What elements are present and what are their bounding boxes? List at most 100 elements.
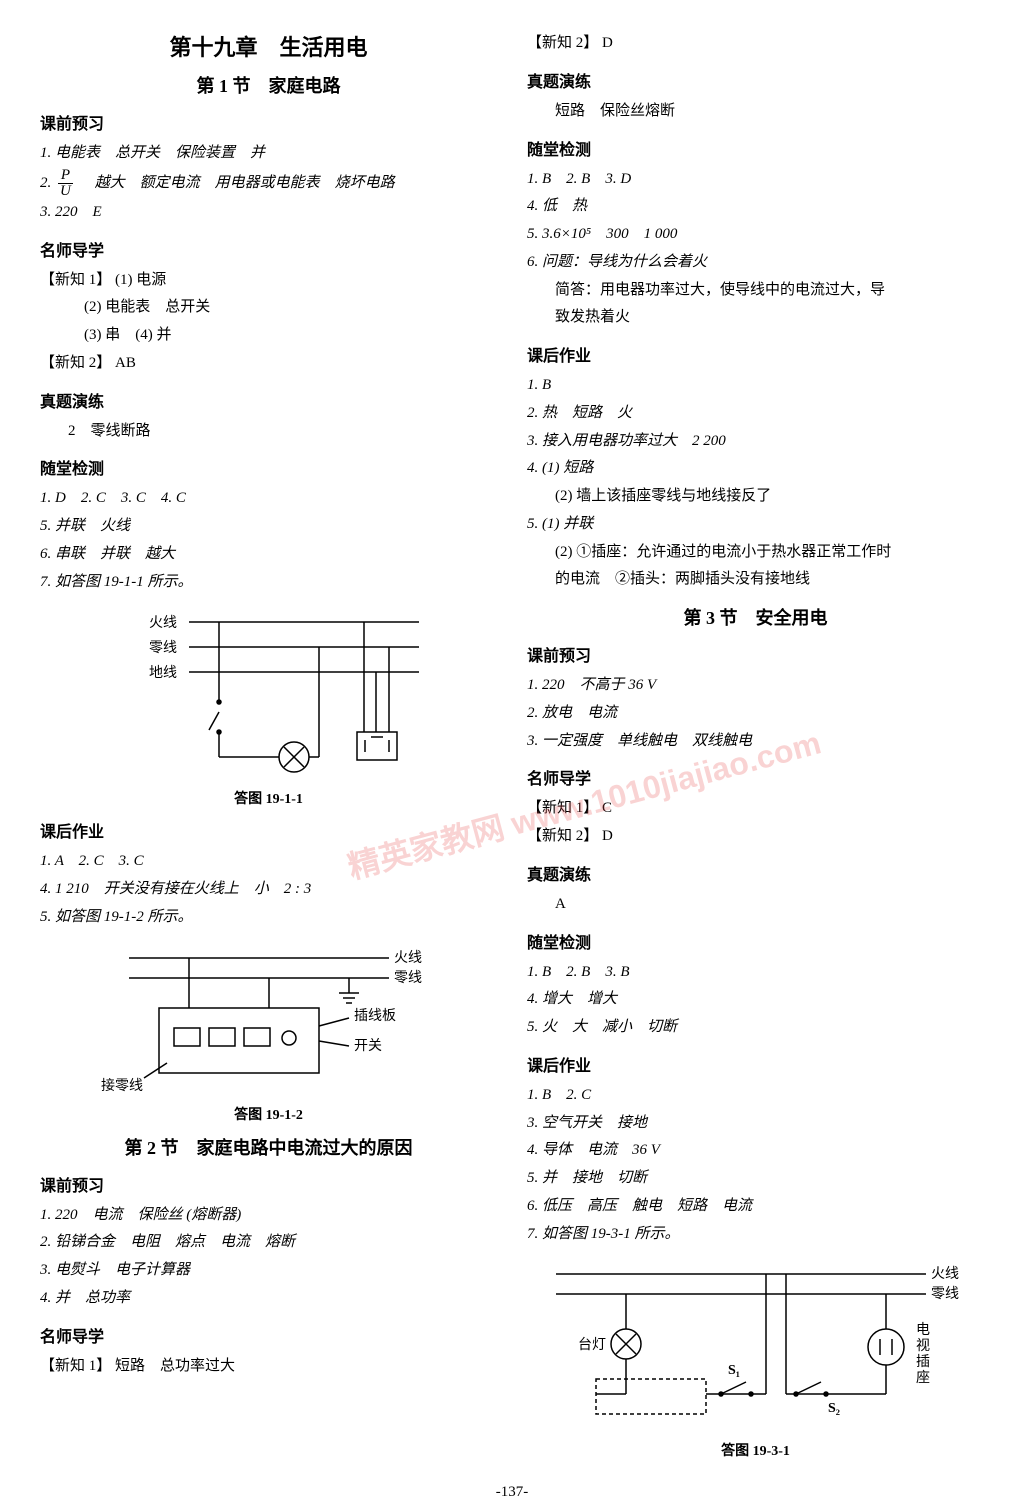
fig3-s2: S₂ <box>828 1401 840 1416</box>
fig3-dianshi-4: 座 <box>916 1370 930 1386</box>
r-l3: 1. B 2. B 3. D <box>527 166 984 194</box>
heading-suitangjiance-r: 随堂检测 <box>527 136 984 160</box>
s1-l14: 4. 1 210 开关没有接在火线上 小 2 : 3 <box>40 876 497 904</box>
s1-l7: 【新知 2】 AB <box>40 350 497 378</box>
s3-l6: A <box>527 891 984 919</box>
r-l12: 4. (1) 短路 <box>527 455 984 483</box>
s3-l1: 1. 220 不高于 36 V <box>527 672 984 700</box>
page-root: 第十九章 生活用电 第 1 节 家庭电路 课前预习 1. 电能表 总开关 保险装… <box>0 0 1024 1480</box>
section-2-title: 第 2 节 家庭电路中电流过大的原因 <box>40 1134 497 1160</box>
s3-l5: 【新知 2】 D <box>527 823 984 851</box>
fig3-caption: 答图 19-3-1 <box>527 1440 984 1460</box>
heading-kehouzhuoye-3: 课后作业 <box>527 1052 984 1076</box>
r-l14: 5. (1) 并联 <box>527 511 984 539</box>
heading-keqianyuxi-2: 课前预习 <box>40 1172 497 1196</box>
r-l4: 4. 低 热 <box>527 193 984 221</box>
r-l13: (2) 墙上该插座零线与地线接反了 <box>527 483 984 511</box>
s3-l7: 1. B 2. B 3. B <box>527 959 984 987</box>
diagram-19-3-1: 火线 零线 台灯 电 视 插 座 S₁ S₂ <box>536 1254 976 1434</box>
page-number: -137- <box>0 1484 1024 1501</box>
section-1-title: 第 1 节 家庭电路 <box>40 72 497 98</box>
frac-num: P <box>58 168 73 184</box>
frac-den: U <box>58 184 73 199</box>
heading-suitangjiance-3: 随堂检测 <box>527 929 984 953</box>
left-column: 第十九章 生活用电 第 1 节 家庭电路 课前预习 1. 电能表 总开关 保险装… <box>40 30 497 1470</box>
s1-l11: 6. 串联 并联 越大 <box>40 541 497 569</box>
s2-l2: 2. 铅锑合金 电阻 熔点 电流 熔断 <box>40 1229 497 1257</box>
s1-l15: 5. 如答图 19-1-2 所示。 <box>40 904 497 932</box>
fig2-jielingxian: 接零线 <box>101 1077 143 1094</box>
s1-l10: 5. 并联 火线 <box>40 513 497 541</box>
heading-kehouzhuoye-1: 课后作业 <box>40 818 497 842</box>
fig2-ling: 零线 <box>394 970 422 986</box>
s2-l1: 1. 220 电流 保险丝 (熔断器) <box>40 1202 497 1230</box>
fraction-p-over-u: P U <box>58 168 73 199</box>
fig2-kaiguan: 开关 <box>354 1038 382 1054</box>
s3-l14: 6. 低压 高压 触电 短路 电流 <box>527 1193 984 1221</box>
diagram-19-1-1: 火线 零线 地线 <box>109 602 429 782</box>
fig1-huo: 火线 <box>149 615 177 631</box>
s1-l9: 1. D 2. C 3. C 4. C <box>40 485 497 513</box>
section-3-title: 第 3 节 安全用电 <box>527 604 984 630</box>
s3-l15: 7. 如答图 19-3-1 所示。 <box>527 1221 984 1249</box>
heading-keqianyuxi-1: 课前预习 <box>40 110 497 134</box>
r-l16: 的电流 ②插头：两脚插头没有接地线 <box>527 566 984 594</box>
r-l9: 1. B <box>527 372 984 400</box>
fig3-huo: 火线 <box>931 1266 959 1282</box>
r-l10: 2. 热 短路 火 <box>527 400 984 428</box>
s1-l2: 2. P U 越大 额定电流 用电器或电能表 烧坏电路 <box>40 168 497 199</box>
s1-l1: 1. 电能表 总开关 保险装置 并 <box>40 140 497 168</box>
fig3-dianshi-1: 电 <box>916 1322 930 1338</box>
s1-l12: 7. 如答图 19-1-1 所示。 <box>40 569 497 597</box>
heading-zhentiyanlian-3: 真题演练 <box>527 861 984 885</box>
heading-mingshidaoxue-3: 名师导学 <box>527 765 984 789</box>
s1-l4: 【新知 1】 (1) 电源 <box>40 267 497 295</box>
s3-l12: 4. 导体 电流 36 V <box>527 1137 984 1165</box>
r-l15: (2) ①插座：允许通过的电流小于热水器正常工作时 <box>527 539 984 567</box>
s2-l5: 【新知 1】 短路 总功率过大 <box>40 1353 497 1381</box>
s3-l10: 1. B 2. C <box>527 1082 984 1110</box>
fig1-di: 地线 <box>149 665 177 681</box>
heading-zhentiyanlian-1: 真题演练 <box>40 388 497 412</box>
r-l8: 致发热着火 <box>527 304 984 332</box>
s1-l3: 3. 220 E <box>40 199 497 227</box>
s2-l4: 4. 并 总功率 <box>40 1285 497 1313</box>
s3-l9: 5. 火 大 减小 切断 <box>527 1014 984 1042</box>
heading-mingshidaoxue-1: 名师导学 <box>40 237 497 261</box>
r-l5: 5. 3.6×10⁵ 300 1 000 <box>527 221 984 249</box>
chapter-title: 第十九章 生活用电 <box>40 30 497 62</box>
fig2-chaxianban: 插线板 <box>354 1008 396 1024</box>
r-l2: 短路 保险丝熔断 <box>527 98 984 126</box>
s3-l8: 4. 增大 增大 <box>527 986 984 1014</box>
s1-l8: 2 零线断路 <box>40 418 497 446</box>
fig2-caption: 答图 19-1-2 <box>40 1104 497 1124</box>
r-l6: 6. 问题：导线为什么会着火 <box>527 249 984 277</box>
fig3-dianshi-3: 插 <box>916 1354 930 1370</box>
fig3-s1: S₁ <box>728 1363 740 1378</box>
s3-l13: 5. 并 接地 切断 <box>527 1165 984 1193</box>
r-l7: 简答：用电器功率过大，使导线中的电流过大，导 <box>527 277 984 305</box>
s3-l3: 3. 一定强度 单线触电 双线触电 <box>527 728 984 756</box>
heading-kehouzhuoye-r: 课后作业 <box>527 342 984 366</box>
fig1-caption: 答图 19-1-1 <box>40 788 497 808</box>
s3-l4: 【新知 1】 C <box>527 795 984 823</box>
heading-suitangjiance-1: 随堂检测 <box>40 455 497 479</box>
fig3-dianshi-2: 视 <box>916 1338 930 1354</box>
s1-l2a: 2. <box>40 175 55 191</box>
s1-l13: 1. A 2. C 3. C <box>40 848 497 876</box>
r-l1: 【新知 2】 D <box>527 30 984 58</box>
s3-l2: 2. 放电 电流 <box>527 700 984 728</box>
s1-l6: (3) 串 (4) 并 <box>40 322 497 350</box>
heading-zhentiyanlian-r: 真题演练 <box>527 68 984 92</box>
diagram-19-1-2: 火线 零线 插线板 开关 接零线 <box>89 938 449 1098</box>
s1-l2b: 越大 额定电流 用电器或电能表 烧坏电路 <box>80 175 395 191</box>
s2-l3: 3. 电熨斗 电子计算器 <box>40 1257 497 1285</box>
right-column: 【新知 2】 D 真题演练 短路 保险丝熔断 随堂检测 1. B 2. B 3.… <box>527 30 984 1470</box>
s3-l11: 3. 空气开关 接地 <box>527 1110 984 1138</box>
fig3-ling: 零线 <box>931 1286 959 1302</box>
s1-l5: (2) 电能表 总开关 <box>40 294 497 322</box>
fig3-taideng: 台灯 <box>578 1337 606 1353</box>
heading-mingshidaoxue-2: 名师导学 <box>40 1323 497 1347</box>
fig2-huo: 火线 <box>394 950 422 966</box>
heading-keqianyuxi-3: 课前预习 <box>527 642 984 666</box>
